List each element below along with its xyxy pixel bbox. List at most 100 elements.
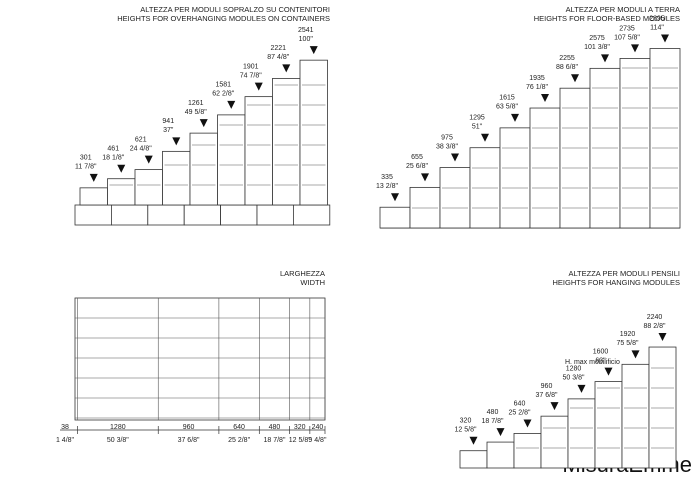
height-mm: 1615	[499, 95, 515, 102]
height-in: 13 2/8"	[376, 183, 398, 190]
module	[379, 206, 411, 229]
hanging-title: ALTEZZA PER MODULI PENSILI	[568, 269, 680, 278]
arrow	[227, 100, 236, 109]
module	[162, 150, 191, 206]
arrow	[511, 113, 519, 122]
height-in: 37"	[163, 127, 174, 134]
height-mm: 2735	[619, 25, 635, 32]
height-in: 18 1/8"	[102, 155, 124, 162]
height-in: 63 5/8"	[496, 104, 518, 111]
height-mm: 335	[381, 174, 393, 181]
height-in: 87 4/8"	[267, 54, 289, 61]
height-mm: 2895	[649, 15, 665, 22]
arrow	[604, 367, 613, 376]
height-in: 25 2/8"	[509, 409, 531, 416]
module	[486, 441, 515, 469]
height-mm: 2221	[270, 45, 286, 52]
arrow	[571, 74, 579, 83]
arrow	[199, 119, 208, 128]
height-in: 75 5/8"	[617, 340, 639, 347]
height-in: 62 2/8"	[212, 91, 234, 98]
arrow	[550, 402, 559, 411]
module	[594, 381, 623, 469]
module	[619, 58, 651, 229]
height-in: 76 1/8"	[526, 84, 548, 91]
width-in: 25 2/8"	[228, 437, 250, 444]
height-in: 100"	[299, 36, 314, 43]
arrow	[577, 384, 586, 393]
arrow	[144, 155, 153, 164]
arrow	[421, 173, 429, 182]
container	[111, 204, 149, 226]
height-in: 25 6/8"	[406, 163, 428, 170]
module	[189, 132, 218, 206]
width-mm: 960	[183, 424, 195, 431]
width-mm: 38	[61, 424, 69, 431]
height-mm: 1920	[620, 331, 636, 338]
height-in: 12 5/8"	[455, 427, 477, 434]
arrow	[601, 54, 609, 63]
width-mm: 640	[233, 424, 245, 431]
width-in: 50 3/8"	[107, 437, 129, 444]
height-mm: 2255	[559, 55, 575, 62]
module	[299, 59, 328, 206]
container	[220, 204, 258, 226]
overhanging-subtitle: HEIGHTS FOR OVERHANGING MODULES ON CONTA…	[117, 14, 330, 23]
arrow	[661, 34, 669, 43]
arrow	[658, 333, 667, 342]
height-in: 49 5/8"	[185, 109, 207, 116]
width-in: 1 4/8"	[56, 437, 75, 444]
module	[244, 96, 273, 206]
height-mm: 621	[135, 136, 147, 143]
container	[74, 204, 112, 226]
module	[499, 127, 531, 229]
height-mm: 960	[541, 383, 553, 390]
height-mm: 2240	[647, 314, 663, 321]
module	[439, 167, 471, 229]
module	[217, 114, 246, 206]
width-subtitle: WIDTH	[300, 278, 325, 287]
height-mm: 1581	[215, 82, 231, 89]
arrow	[541, 94, 549, 103]
container	[256, 204, 294, 226]
arrow	[631, 350, 640, 359]
arrow	[89, 173, 98, 182]
height-in: 18 7/8"	[482, 418, 504, 425]
height-mm: 1600	[593, 348, 609, 355]
height-in: 38 3/8"	[436, 143, 458, 150]
floor-subtitle: HEIGHTS FOR FLOOR-BASED MODULES	[534, 14, 680, 23]
module	[621, 363, 650, 469]
height-mm: 301	[80, 155, 92, 162]
height-in: 107 5/8"	[614, 34, 640, 41]
width-mm: 320	[294, 424, 306, 431]
frame	[74, 297, 326, 421]
width-in: 12 5/8"	[289, 437, 311, 444]
arrow	[254, 82, 263, 91]
height-mm: 655	[411, 154, 423, 161]
width-in: 18 7/8"	[263, 437, 285, 444]
height-mm: 1935	[529, 75, 545, 82]
width-mm: 240	[312, 424, 324, 431]
module	[513, 433, 542, 469]
height-mm: 640	[514, 400, 526, 407]
width-in: 9 4/8"	[308, 437, 327, 444]
overhanging-title: ALTEZZA PER MODULI SOPRALZO SU CONTENITO…	[140, 5, 330, 14]
height-in: 37 6/8"	[536, 392, 558, 399]
floor-title: ALTEZZA PER MODULI A TERRA	[566, 5, 680, 14]
arrow	[309, 46, 318, 55]
arrow	[631, 44, 639, 53]
module	[648, 346, 677, 469]
arrow	[481, 133, 489, 142]
module	[79, 187, 108, 206]
height-mm: 2575	[589, 35, 605, 42]
height-in: 51"	[472, 124, 483, 131]
height-in: 11 7/8"	[75, 164, 97, 171]
height-in: 74 7/8"	[240, 72, 262, 79]
module	[649, 48, 681, 229]
arrow	[496, 428, 505, 437]
width-mm: 480	[269, 424, 281, 431]
arrow	[469, 436, 478, 445]
height-in: 88 6/8"	[556, 64, 578, 71]
note: H. max mobilificio	[565, 359, 620, 366]
